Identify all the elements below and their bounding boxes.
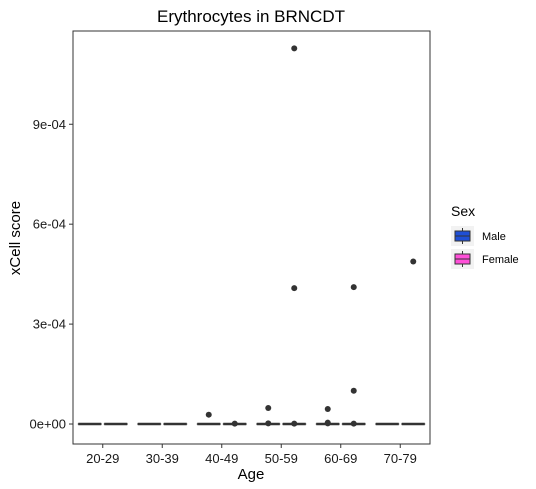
outlier-point	[324, 406, 331, 413]
outlier-point	[231, 420, 238, 427]
outlier-point	[350, 420, 357, 427]
y-tick-label: 6e-04	[33, 217, 66, 232]
x-tick-label: 60-69	[324, 451, 357, 466]
outlier-point	[265, 420, 272, 427]
y-tick-label: 9e-04	[33, 117, 66, 132]
outlier-point	[291, 420, 298, 427]
legend-title: Sex	[451, 203, 475, 219]
x-tick-label: 40-49	[205, 451, 238, 466]
legend-label-male: Male	[482, 231, 506, 243]
x-axis: 20-29 30-39 40-49 50-59 60-69 70-79	[86, 444, 417, 466]
x-tick-label: 20-29	[86, 451, 119, 466]
legend-label-female: Female	[482, 254, 519, 266]
y-tick-label: 3e-04	[33, 317, 66, 332]
x-tick-label: 50-59	[265, 451, 298, 466]
x-tick-label: 30-39	[146, 451, 179, 466]
outlier-point	[265, 405, 272, 412]
plot-panel	[72, 30, 431, 445]
outlier-point	[291, 45, 298, 52]
outlier-layer	[205, 45, 417, 427]
legend-key-female	[451, 249, 474, 269]
outlier-point	[205, 411, 212, 418]
y-axis-title: xCell score	[7, 201, 24, 275]
outlier-point	[410, 258, 417, 265]
legend-key-male	[451, 226, 474, 246]
y-axis: 0e+00 3e-04 6e-04 9e-04	[29, 117, 73, 432]
y-tick-label: 0e+00	[29, 417, 66, 432]
outlier-point	[350, 387, 357, 394]
chart-title: Erythrocytes in BRNCDT	[157, 7, 345, 26]
outlier-point	[324, 420, 331, 427]
x-axis-title: Age	[238, 466, 265, 483]
x-tick-label: 70-79	[384, 451, 417, 466]
outlier-point	[291, 285, 298, 292]
legend: Sex Male Female	[451, 203, 519, 269]
outlier-point	[350, 284, 357, 291]
